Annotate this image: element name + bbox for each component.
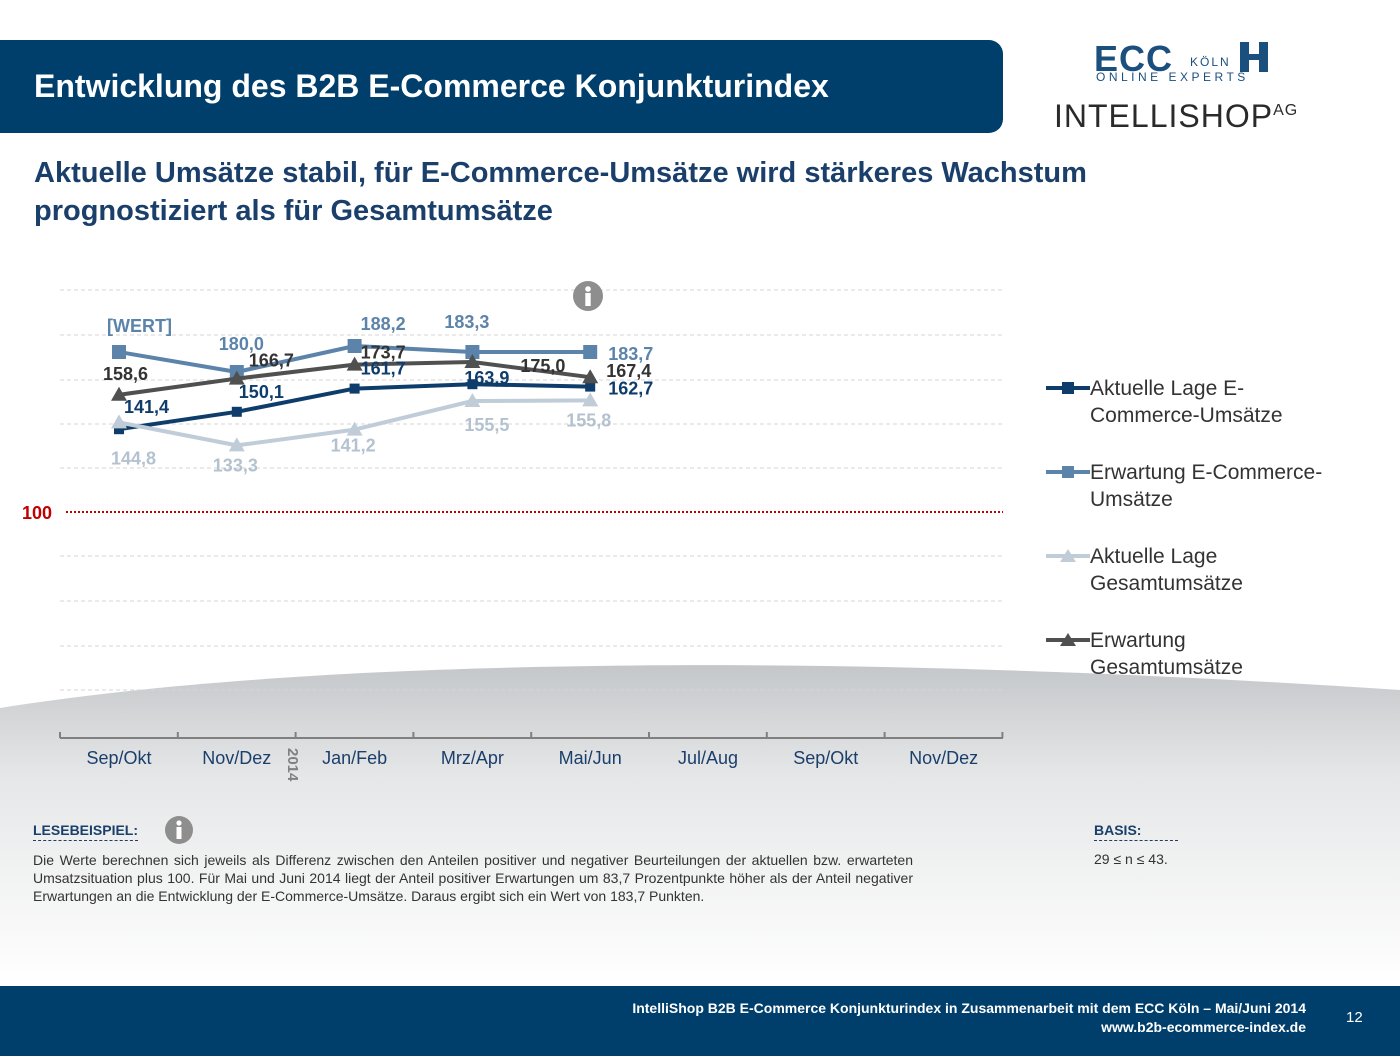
intellishop-logo-suffix: AG [1273, 102, 1299, 119]
data-point [583, 345, 598, 359]
legend-swatch-icon [1046, 549, 1090, 562]
ecc-logo-mark-icon [1240, 42, 1268, 72]
data-label: 162,7 [608, 379, 653, 399]
x-tick-label: Sep/Okt [86, 748, 151, 768]
ecc-logo-subtitle: ONLINE EXPERTS [1096, 70, 1249, 84]
footer-text: IntelliShop B2B E-Commerce Konjunkturind… [632, 1000, 1306, 1016]
data-point [467, 379, 478, 390]
data-point [111, 386, 127, 401]
x-tick-label: Jul/Aug [678, 748, 738, 768]
data-label: 158,6 [103, 364, 148, 384]
legend-swatch-icon [1046, 466, 1090, 478]
data-label: 155,5 [464, 415, 509, 435]
ecc-logo: ECC KÖLN ONLINE EXPERTS [1094, 38, 1284, 90]
data-label: 180,0 [219, 334, 264, 354]
data-point [111, 414, 127, 429]
data-label: 167,4 [606, 361, 651, 381]
data-point [346, 421, 363, 436]
lesebeispiel-title: LESEBEISPIEL: [33, 822, 139, 841]
data-point [349, 383, 360, 394]
basis-title: BASIS: [1094, 822, 1178, 841]
data-point [112, 345, 126, 359]
legend-swatch-icon [1046, 382, 1090, 394]
reference-line-label: 100 [22, 503, 52, 523]
data-point [464, 393, 481, 407]
lesebeispiel-text: Die Werte berechnen sich jeweils als Dif… [33, 852, 913, 904]
data-label: 141,4 [124, 397, 169, 417]
legend-label: Aktuelle Lage E-Commerce-Umsätze [1090, 377, 1283, 427]
data-label: 175,0 [520, 356, 565, 376]
series-group [111, 339, 599, 452]
info-icon [165, 816, 193, 844]
info-icon [573, 281, 603, 311]
legend-label: Erwartung E-Commerce-Umsätze [1090, 461, 1323, 511]
line-chart: 100 Sep/Okt Nov/Dez Jan/Feb Mrz/Apr Mai/Jun J… [22, 281, 1004, 782]
legend-item: Erwartung E-Commerce-Umsätze [1046, 459, 1366, 543]
x-axis: Sep/Okt Nov/Dez Jan/Feb Mrz/Apr Mai/Jun Jul/A… [59, 732, 1004, 782]
data-label: [WERT] [107, 316, 172, 336]
intellishop-logo: INTELLISHOPAG [1054, 98, 1298, 138]
data-point [464, 354, 481, 368]
background-wave [0, 665, 1400, 986]
data-point [582, 392, 599, 407]
data-label: 183,7 [608, 344, 653, 364]
page-number: 12 [1346, 1009, 1363, 1026]
gridlines [60, 289, 1003, 691]
info-icon-group [573, 281, 603, 311]
data-label: 144,8 [111, 448, 156, 468]
x-tick-label: Nov/Dez [909, 748, 978, 768]
chart-subtitle: Aktuelle Umsätze stabil, für E-Commerce-… [34, 157, 1087, 227]
legend-item: Erwartung Gesamtumsätze [1046, 627, 1366, 711]
data-label: 163,9 [464, 368, 509, 388]
data-point [228, 370, 245, 385]
data-label: 141,2 [331, 436, 376, 456]
data-point [346, 356, 363, 371]
data-point [231, 406, 242, 417]
data-label: 133,3 [213, 455, 258, 475]
data-point [582, 369, 599, 384]
data-labels: 141,4 150,1 161,7 163,9 162,7 [WERT] 180,0 188,… [103, 312, 653, 475]
data-point [114, 424, 124, 435]
legend-swatch-icon [1046, 633, 1090, 646]
data-label: 188,2 [361, 314, 406, 334]
legend: Aktuelle Lage E-Commerce-Umsätze Erwartun… [1046, 375, 1366, 711]
intellishop-logo-text: INTELLISHOP [1054, 98, 1274, 134]
x-tick-label: Nov/Dez [202, 748, 271, 768]
legend-label: Erwartung Gesamtumsätze [1090, 629, 1243, 679]
legend-item: Aktuelle Lage Gesamtumsätze [1046, 543, 1366, 627]
data-label: 150,1 [239, 382, 284, 402]
x-tick-label: Mai/Jun [559, 748, 622, 768]
ecc-logo-city: KÖLN [1190, 55, 1231, 69]
x-tick-label: Mrz/Apr [441, 748, 504, 768]
data-point [228, 437, 245, 452]
data-label: 155,8 [566, 410, 611, 430]
footer-url: www.b2b-ecommerce-index.de [1101, 1019, 1306, 1035]
data-label: 166,7 [249, 351, 294, 371]
ecc-logo-text: ECC [1094, 38, 1174, 79]
data-label: 161,7 [361, 359, 406, 379]
data-point [347, 339, 362, 353]
legend-label: Aktuelle Lage Gesamtumsätze [1090, 545, 1243, 595]
footer: IntelliShop B2B E-Commerce Konjunkturind… [0, 986, 1400, 1056]
basis-text: 29 ≤ n ≤ 43. [1094, 851, 1168, 867]
page-title: Entwicklung des B2B E-Commerce Konjunktu… [34, 68, 829, 104]
year-marker: 2014 [284, 748, 301, 782]
reference-line-group: 100 [22, 503, 1003, 523]
title-bar: Entwicklung des B2B E-Commerce Konjunktu… [0, 40, 1003, 133]
data-label: 183,3 [444, 312, 489, 332]
data-label: 173,7 [361, 343, 406, 363]
x-tick-label: Sep/Okt [793, 748, 858, 768]
data-point [465, 345, 480, 359]
data-point [585, 381, 596, 392]
x-tick-label: Jan/Feb [322, 748, 387, 768]
legend-item: Aktuelle Lage E-Commerce-Umsätze [1046, 375, 1366, 459]
